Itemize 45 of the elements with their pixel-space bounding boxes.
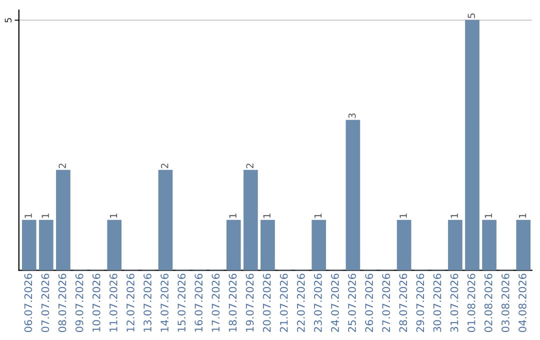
x-tick-label: 12.07.2026	[126, 274, 134, 332]
x-tick-label: 07.07.2026	[41, 274, 50, 332]
data-label: 1	[518, 214, 526, 218]
data-label: 1	[263, 214, 270, 218]
data-label: 1	[314, 214, 322, 218]
data-label: 1	[450, 214, 458, 218]
x-tick-label: 28.07.2026	[399, 274, 408, 332]
x-tick-label: 21.07.2026	[280, 274, 288, 332]
x-tick-label: 17.07.2026	[212, 274, 220, 332]
data-label: 1	[42, 214, 49, 218]
x-tick-label: 01.08.2026	[467, 274, 476, 332]
x-tick-label: 30.07.2026	[433, 274, 442, 332]
x-tick-label: 19.07.2026	[246, 274, 254, 332]
data-label: 3	[348, 113, 356, 118]
x-tick-label: 02.08.2026	[484, 274, 492, 332]
data-label: 1	[24, 214, 32, 218]
x-tick-label: 24.07.2026	[331, 274, 339, 332]
x-tick-label: 04.08.2026	[518, 274, 526, 332]
x-tick-label: 16.07.2026	[194, 274, 203, 332]
x-tick-label: 10.07.2026	[92, 274, 100, 332]
data-label: 1	[400, 214, 407, 218]
data-label: 1	[484, 214, 492, 218]
x-tick-label: 15.07.2026	[178, 274, 186, 332]
data-label: 1	[110, 214, 118, 218]
x-tick-label: 03.08.2026	[501, 274, 510, 332]
data-label: 2	[246, 164, 254, 168]
data-label: 1	[229, 214, 236, 218]
x-tick-label: 31.07.2026	[450, 274, 458, 332]
x-tick-label: 26.07.2026	[365, 274, 374, 332]
x-tick-label: 29.07.2026	[416, 274, 424, 332]
x-tick-label: 08.07.2026	[58, 274, 66, 332]
x-tick-label: 25.07.2026	[348, 274, 356, 332]
x-tick-label: 14.07.2026	[160, 274, 168, 332]
x-tick-label: 13.07.2026	[144, 274, 152, 332]
x-tick-label: 09.07.2026	[75, 274, 84, 332]
data-label: 5	[468, 13, 476, 18]
x-tick-label: 22.07.2026	[296, 274, 305, 332]
data-label: 2	[160, 164, 168, 168]
x-tick-label: 06.07.2026	[24, 274, 32, 332]
x-tick-label: 18.07.2026	[228, 274, 237, 332]
x-tick-label: 27.07.2026	[382, 274, 390, 332]
x-tick-label: 23.07.2026	[314, 274, 322, 332]
x-tick-label: 11.07.2026	[109, 274, 118, 332]
data-label: 2	[58, 164, 66, 168]
x-tick-label: 20.07.2026	[262, 274, 271, 332]
